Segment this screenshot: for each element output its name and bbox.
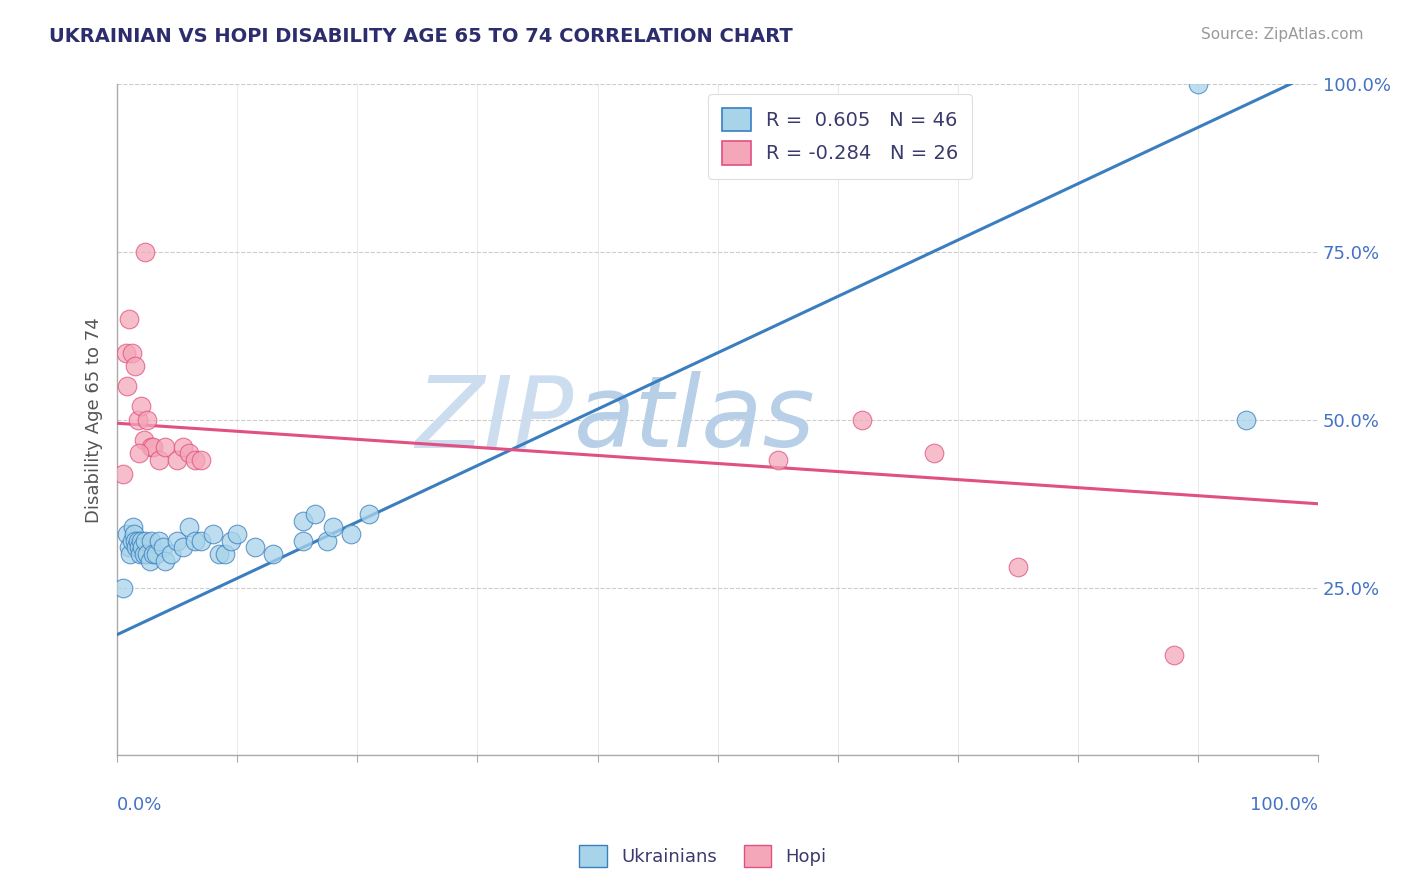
Point xyxy=(127,413,149,427)
Point xyxy=(340,527,363,541)
Point xyxy=(1187,78,1209,92)
Point xyxy=(132,433,155,447)
Point xyxy=(292,533,315,548)
Text: atlas: atlas xyxy=(574,371,815,468)
Point xyxy=(166,453,188,467)
Point xyxy=(134,245,156,260)
Point xyxy=(148,533,170,548)
Point xyxy=(127,533,149,548)
Point xyxy=(121,520,143,534)
Point xyxy=(245,541,267,555)
Point xyxy=(172,541,194,555)
Point xyxy=(139,440,162,454)
Point xyxy=(124,533,146,548)
Point xyxy=(160,547,183,561)
Point xyxy=(179,446,201,460)
Point xyxy=(124,359,146,374)
Point xyxy=(155,554,177,568)
Point xyxy=(121,533,143,548)
Point xyxy=(922,446,945,460)
Point xyxy=(208,547,231,561)
Y-axis label: Disability Age 65 to 74: Disability Age 65 to 74 xyxy=(86,317,103,523)
Point xyxy=(134,533,156,548)
Point xyxy=(121,346,143,360)
Point xyxy=(152,541,174,555)
Point xyxy=(262,547,284,561)
Point xyxy=(1234,413,1257,427)
Point xyxy=(138,554,160,568)
Point xyxy=(132,547,155,561)
Point xyxy=(166,533,188,548)
Point xyxy=(184,453,207,467)
Point xyxy=(148,453,170,467)
Text: ZIP: ZIP xyxy=(415,371,574,468)
Point xyxy=(114,346,136,360)
Legend: R =  0.605   N = 46, R = -0.284   N = 26: R = 0.605 N = 46, R = -0.284 N = 26 xyxy=(709,95,972,178)
Point xyxy=(145,547,167,561)
Point xyxy=(131,541,153,555)
Point xyxy=(851,413,873,427)
Text: 100.0%: 100.0% xyxy=(1250,796,1319,814)
Point xyxy=(219,533,242,548)
Point xyxy=(118,312,141,326)
Point xyxy=(304,507,326,521)
Point xyxy=(184,533,207,548)
Point xyxy=(115,379,138,393)
Point xyxy=(136,547,159,561)
Text: UKRAINIAN VS HOPI DISABILITY AGE 65 TO 74 CORRELATION CHART: UKRAINIAN VS HOPI DISABILITY AGE 65 TO 7… xyxy=(49,27,793,45)
Point xyxy=(214,547,236,561)
Text: Source: ZipAtlas.com: Source: ZipAtlas.com xyxy=(1201,27,1364,42)
Point xyxy=(129,547,152,561)
Point xyxy=(155,440,177,454)
Point xyxy=(226,527,249,541)
Point xyxy=(139,533,162,548)
Point xyxy=(129,533,152,548)
Point xyxy=(125,541,148,555)
Point xyxy=(129,400,152,414)
Point xyxy=(1007,560,1029,574)
Point xyxy=(142,547,165,561)
Point xyxy=(202,527,225,541)
Text: 0.0%: 0.0% xyxy=(117,796,163,814)
Point xyxy=(179,520,201,534)
Point xyxy=(136,413,159,427)
Point xyxy=(190,453,212,467)
Point xyxy=(359,507,381,521)
Point xyxy=(766,453,789,467)
Point xyxy=(142,440,165,454)
Point xyxy=(122,527,145,541)
Point xyxy=(1163,648,1185,662)
Point xyxy=(120,547,142,561)
Point xyxy=(190,533,212,548)
Point xyxy=(128,446,150,460)
Point xyxy=(172,440,194,454)
Point xyxy=(128,541,150,555)
Point xyxy=(112,467,135,481)
Point xyxy=(292,514,315,528)
Point xyxy=(322,520,344,534)
Point xyxy=(112,581,135,595)
Point xyxy=(118,541,141,555)
Point xyxy=(316,533,339,548)
Legend: Ukrainians, Hopi: Ukrainians, Hopi xyxy=(572,838,834,874)
Point xyxy=(115,527,138,541)
